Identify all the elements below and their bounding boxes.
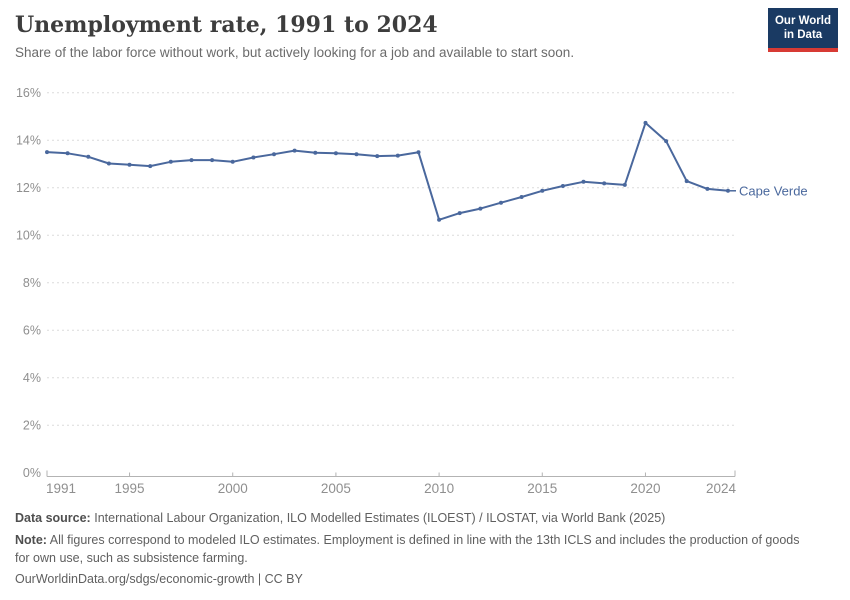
chart-subtitle: Share of the labor force without work, b… (15, 45, 575, 60)
y-axis-tick-label: 12% (16, 181, 41, 195)
x-axis-tick-label: 2020 (630, 481, 660, 496)
data-point[interactable] (581, 179, 586, 184)
data-point[interactable] (210, 158, 215, 163)
y-axis-tick-label: 14% (16, 134, 41, 148)
y-axis-tick-label: 10% (16, 229, 41, 243)
series-line[interactable] (46, 121, 729, 221)
y-axis-tick-label: 6% (23, 324, 41, 338)
y-axis-tick-label: 2% (23, 419, 41, 433)
data-point[interactable] (705, 186, 710, 191)
y-axis-tick-label: 4% (23, 371, 41, 385)
data-source-label: Data source: (15, 511, 91, 525)
y-axis-tick-label: 16% (16, 86, 41, 100)
x-axis-tick-label: 2000 (218, 481, 248, 496)
data-point[interactable] (65, 151, 70, 156)
data-point[interactable] (684, 179, 689, 184)
data-point[interactable] (148, 164, 153, 169)
entity-label[interactable]: Cape Verde (739, 183, 808, 198)
data-point[interactable] (540, 188, 545, 193)
data-point[interactable] (292, 148, 297, 153)
data-point[interactable] (272, 152, 276, 157)
data-point[interactable] (333, 151, 338, 156)
data-point[interactable] (45, 150, 49, 155)
data-point[interactable] (622, 182, 627, 187)
data-point[interactable] (643, 120, 648, 125)
data-point[interactable] (375, 154, 380, 159)
line-chart-plot[interactable]: 0% 2% 4% 6% 8% 10% 12% 14% 16% 1991 1995 2000 2005 20… (0, 76, 850, 516)
x-axis-tick-label: 2010 (424, 481, 454, 496)
data-point[interactable] (127, 162, 132, 167)
data-point[interactable] (519, 195, 524, 199)
data-point[interactable] (168, 159, 173, 164)
data-point[interactable] (602, 181, 607, 186)
data-point[interactable] (395, 153, 400, 158)
data-point[interactable] (664, 139, 669, 144)
logo-line-1: Our World (774, 15, 831, 27)
line-chart-svg[interactable]: 0% 2% 4% 6% 8% 10% 12% 14% 16% 1991 1995 2000 2005 20… (0, 76, 850, 516)
data-point[interactable] (499, 200, 503, 205)
page-title: Unemployment rate, 1991 to 2024 (15, 12, 438, 38)
data-point[interactable] (354, 152, 359, 157)
data-point[interactable] (478, 206, 483, 211)
data-point[interactable] (86, 154, 91, 159)
x-axis-tick-label: 1995 (115, 481, 145, 496)
data-point[interactable] (560, 184, 565, 188)
note-line: Note: All figures correspond to modeled … (15, 531, 815, 567)
data-point[interactable] (437, 217, 442, 222)
data-source-text: International Labour Organization, ILO M… (94, 511, 666, 525)
data-point[interactable] (457, 211, 462, 216)
data-point[interactable] (230, 159, 235, 164)
y-axis-tick-label: 0% (23, 466, 41, 480)
x-axis-tick-label: 2024 (706, 481, 737, 496)
data-source-line: Data source: International Labour Organi… (15, 509, 815, 527)
data-point[interactable] (189, 158, 194, 163)
x-axis-tick-label: 2015 (527, 481, 557, 496)
logo-line-2: in Data (783, 29, 823, 41)
data-point[interactable] (416, 150, 421, 155)
data-point[interactable] (106, 161, 111, 166)
data-point[interactable] (726, 188, 730, 193)
owid-logo[interactable]: Our World in Data (768, 8, 838, 52)
chart-header: Unemployment rate, 1991 to 2024 Share of… (15, 12, 835, 60)
data-point[interactable] (313, 150, 318, 155)
chart-footer: Data source: International Labour Organi… (15, 509, 815, 592)
note-text: All figures correspond to modeled ILO es… (15, 532, 800, 565)
note-label: Note: (15, 532, 47, 547)
x-axis-tick-label: 1991 (46, 481, 76, 496)
credit-line[interactable]: OurWorldinData.org/sdgs/economic-growth … (15, 572, 303, 586)
y-axis-tick-label: 8% (23, 276, 41, 290)
x-axis-tick-label: 2005 (321, 481, 351, 496)
data-point[interactable] (251, 155, 256, 160)
